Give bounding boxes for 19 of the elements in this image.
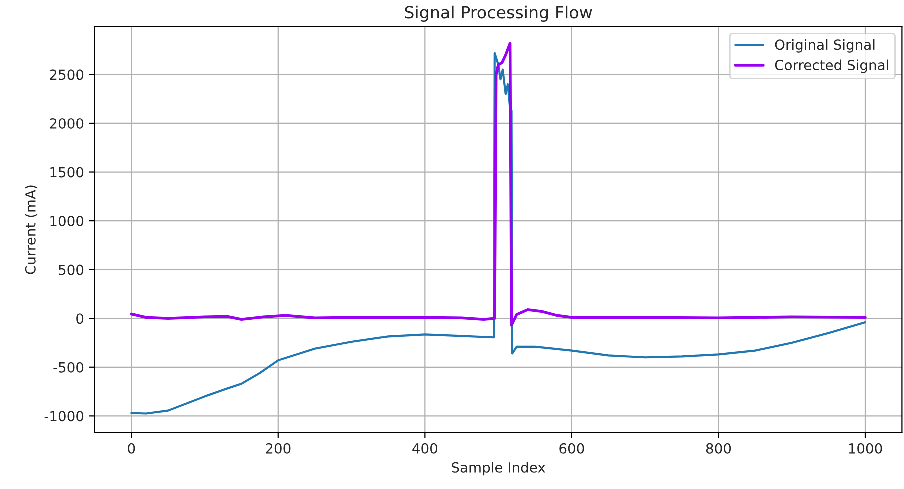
y-axis-title: Current (mA) bbox=[25, 186, 38, 274]
chart-title: Signal Processing Flow bbox=[405, 6, 592, 22]
y-tick-label: 0 bbox=[76, 314, 84, 324]
y-tick-label: 2000 bbox=[50, 118, 84, 129]
y-tick-label: 500 bbox=[59, 264, 84, 276]
y-tick-label: 1500 bbox=[50, 167, 84, 178]
x-tick-label: 1000 bbox=[849, 443, 882, 454]
x-tick-label: 400 bbox=[412, 443, 438, 454]
y-tick-label: -500 bbox=[54, 362, 84, 373]
y-tick-label: 1000 bbox=[50, 216, 84, 227]
legend-label: Original Signal bbox=[775, 39, 875, 53]
x-tick-label: 200 bbox=[266, 443, 291, 454]
y-tick-label: -1000 bbox=[44, 411, 84, 422]
x-axis-title: Sample Index bbox=[452, 462, 546, 476]
y-tick-label: 2500 bbox=[50, 70, 84, 80]
x-tick-label: 0 bbox=[128, 443, 136, 454]
legend-label: Corrected Signal bbox=[775, 60, 888, 74]
x-tick-label: 600 bbox=[560, 443, 584, 454]
x-tick-label: 800 bbox=[706, 443, 732, 454]
